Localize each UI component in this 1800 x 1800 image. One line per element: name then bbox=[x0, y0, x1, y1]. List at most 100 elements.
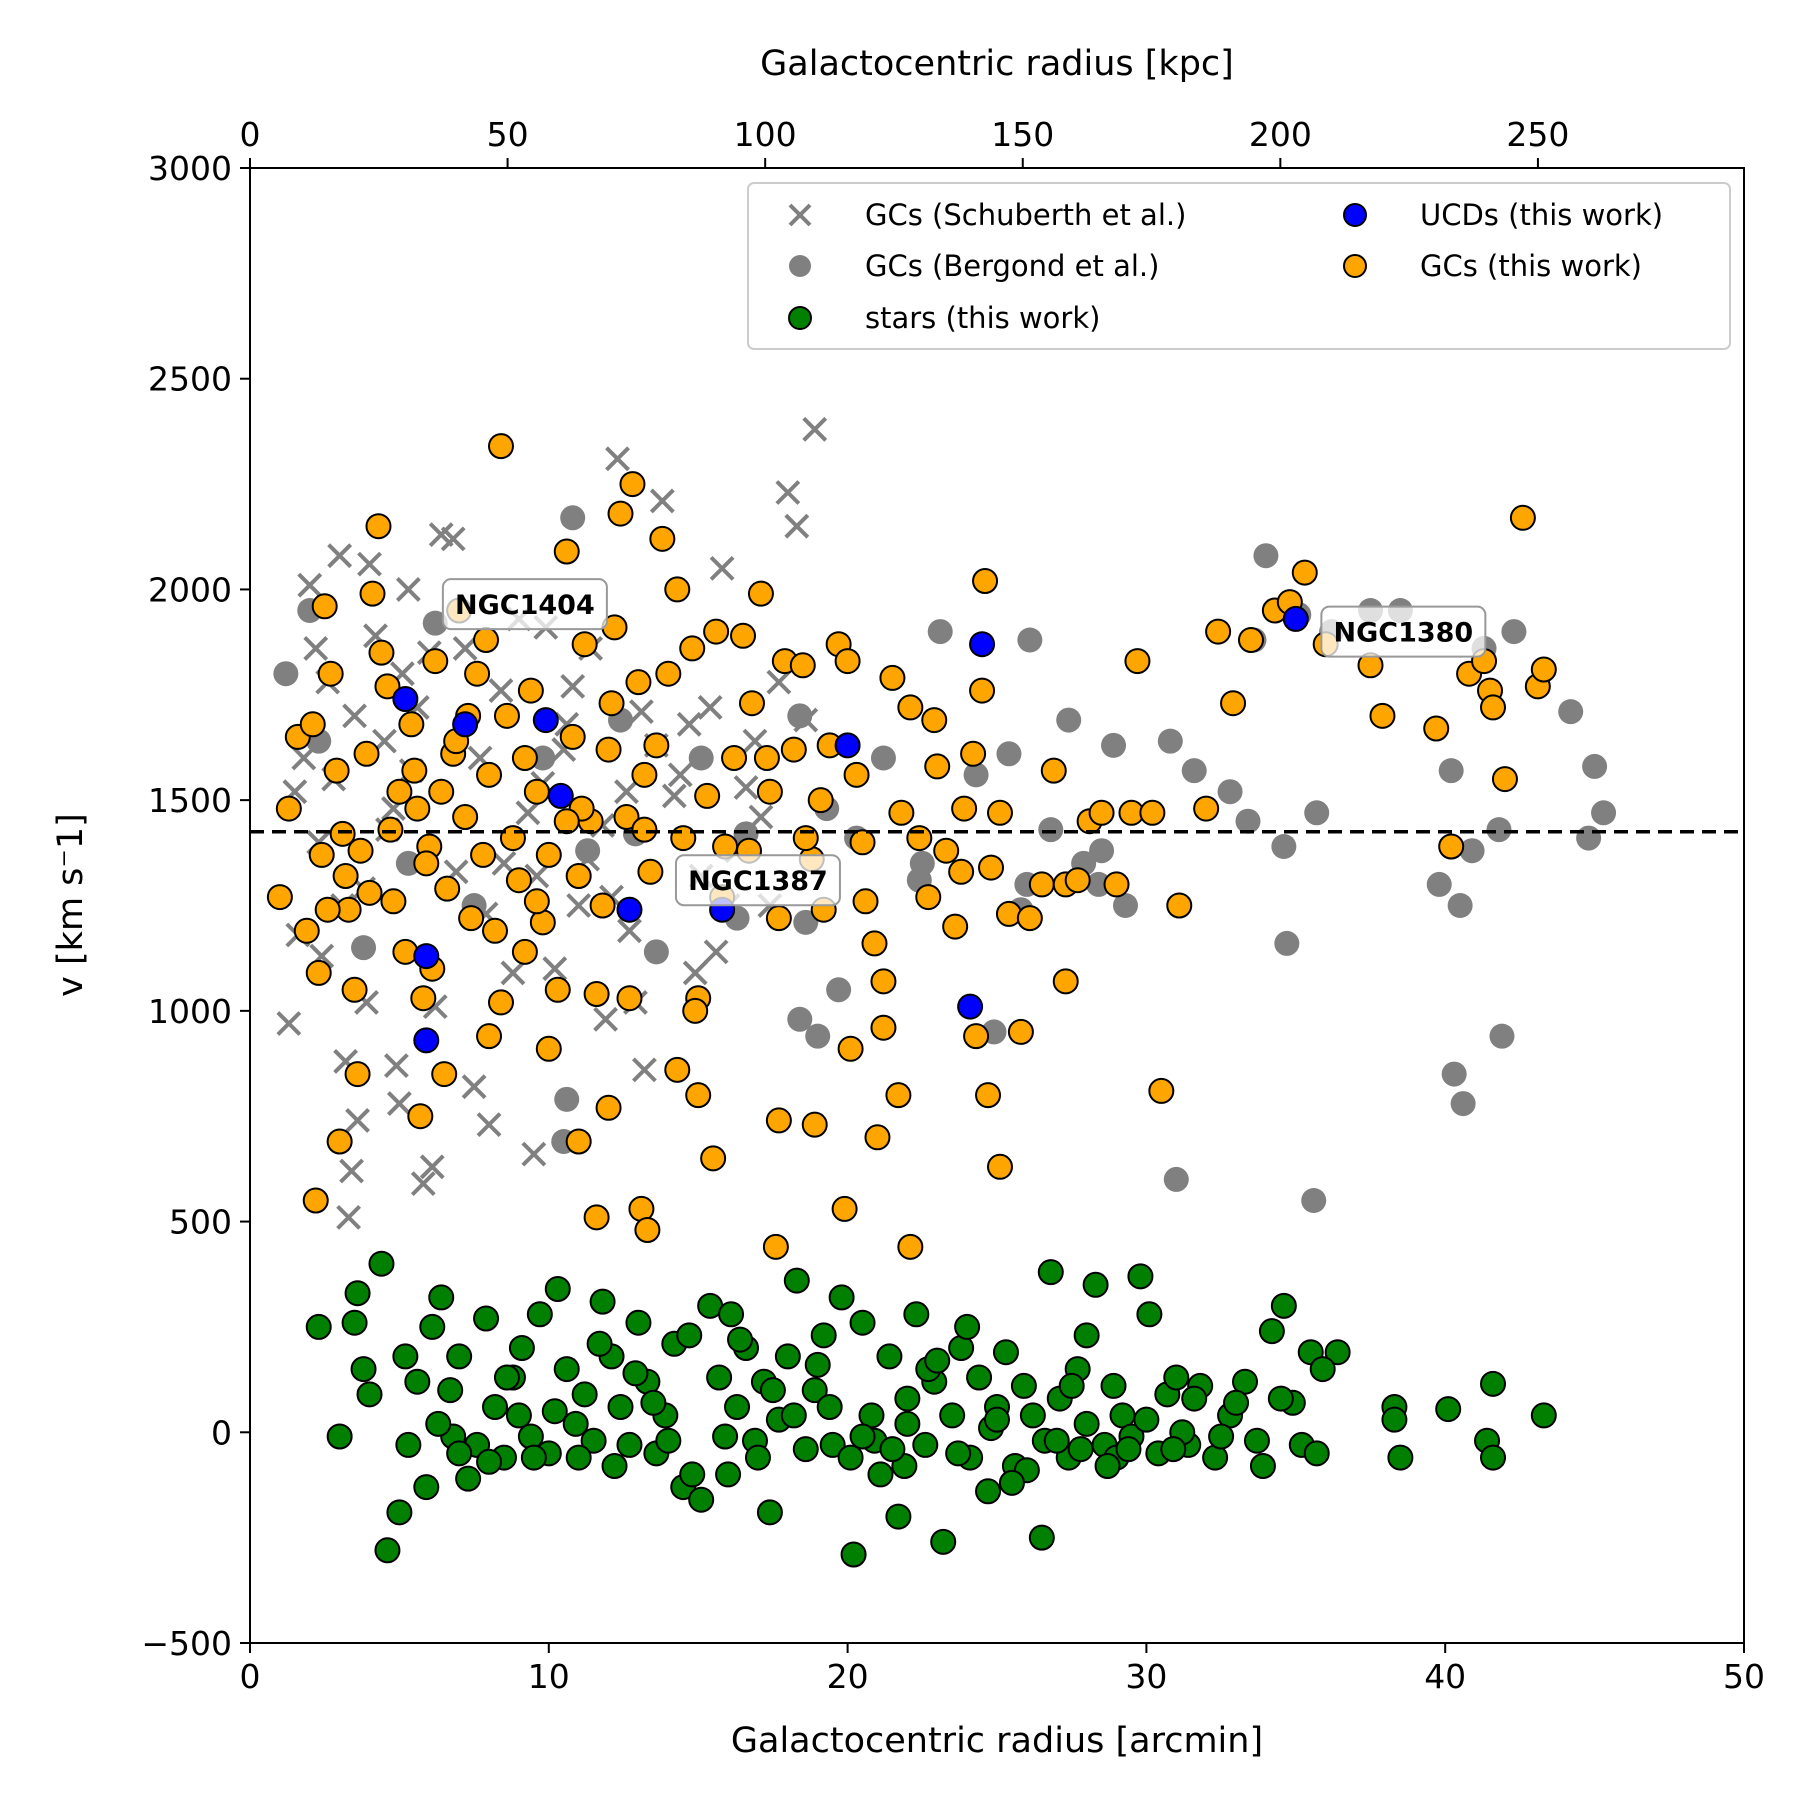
star-point bbox=[446, 1440, 473, 1467]
galaxy-label-text: NGC1404 bbox=[455, 590, 595, 621]
bergond-gc-point bbox=[422, 610, 448, 636]
schuberth-gc-point bbox=[500, 960, 526, 986]
schuberth-gc-point bbox=[766, 669, 792, 695]
gc-point bbox=[801, 1111, 828, 1138]
bergond-gc-point bbox=[1438, 758, 1464, 784]
gc-point bbox=[1103, 871, 1130, 898]
gc-point bbox=[422, 648, 449, 675]
star-point bbox=[744, 1444, 771, 1471]
x2-tick-label: 100 bbox=[734, 115, 797, 154]
bergond-gc-point bbox=[1086, 871, 1112, 897]
gc-point bbox=[1205, 618, 1232, 645]
gc-point bbox=[951, 795, 978, 822]
star-point bbox=[1073, 1322, 1100, 1349]
gc-point bbox=[643, 732, 670, 759]
gc-point bbox=[703, 618, 730, 645]
gc-point bbox=[1124, 648, 1151, 675]
star-point bbox=[1136, 1301, 1163, 1328]
star-point bbox=[350, 1356, 377, 1383]
ucd-point bbox=[1282, 605, 1309, 632]
gc-point bbox=[401, 757, 428, 784]
gc-point bbox=[906, 825, 933, 852]
bergond-gc-point bbox=[1441, 1061, 1467, 1087]
star-point bbox=[945, 1440, 972, 1467]
bergond-gc-point bbox=[963, 762, 989, 788]
gc-point bbox=[266, 884, 293, 911]
gc-point bbox=[299, 711, 326, 738]
gc-point bbox=[921, 707, 948, 734]
ucd-point bbox=[969, 631, 996, 658]
gc-point bbox=[700, 1145, 727, 1172]
gc-point bbox=[861, 930, 888, 957]
star-point bbox=[1073, 1410, 1100, 1437]
star-point bbox=[1037, 1259, 1064, 1286]
gc-point bbox=[765, 905, 792, 932]
star-point bbox=[1028, 1524, 1055, 1551]
star-point bbox=[930, 1528, 957, 1555]
gc-point bbox=[631, 761, 658, 788]
star-point bbox=[724, 1394, 751, 1420]
star-point bbox=[1082, 1271, 1109, 1298]
star-point bbox=[392, 1343, 419, 1370]
bergond-gc-point bbox=[1459, 838, 1485, 864]
x-tick-label: 10 bbox=[528, 1657, 570, 1696]
gc-point bbox=[476, 761, 503, 788]
bergond-gc-point bbox=[1489, 1023, 1515, 1049]
ucd-point bbox=[392, 686, 419, 712]
gc-point bbox=[523, 778, 550, 805]
gc-point bbox=[332, 863, 359, 889]
galaxy-label-box bbox=[1320, 605, 1487, 658]
gc-point bbox=[831, 1195, 858, 1222]
star-point bbox=[386, 1499, 413, 1526]
star-point bbox=[1115, 1436, 1142, 1463]
star-point bbox=[541, 1398, 568, 1425]
gc-point bbox=[616, 985, 643, 1012]
bergond-gc-point bbox=[1056, 707, 1082, 733]
schuberth-gc-point bbox=[476, 1112, 502, 1138]
gc-point bbox=[377, 816, 404, 843]
galaxy-label-text: NGC1387 bbox=[688, 866, 828, 897]
bergond-gc-point bbox=[1486, 817, 1512, 843]
star-point bbox=[894, 1385, 921, 1412]
gc-point bbox=[553, 808, 580, 835]
schuberth-gc-point bbox=[614, 779, 639, 805]
gc-point bbox=[565, 863, 592, 889]
gc-point bbox=[553, 538, 580, 565]
gc-point bbox=[329, 820, 356, 847]
star-point bbox=[1043, 1427, 1070, 1454]
bergond-gc-point bbox=[1501, 619, 1527, 645]
gc-point bbox=[505, 867, 532, 894]
bergond-gc-point bbox=[1157, 728, 1183, 754]
schuberth-gc-point bbox=[542, 956, 568, 982]
galaxy-label-ngc1380: NGC1380 bbox=[1320, 605, 1487, 658]
bergond-gc-point bbox=[1089, 838, 1115, 864]
star-point bbox=[1019, 1402, 1046, 1429]
star-point bbox=[1324, 1339, 1351, 1366]
schuberth-gc-point bbox=[676, 711, 702, 737]
schuberth-gc-point bbox=[593, 1006, 618, 1032]
gc-point bbox=[314, 896, 341, 923]
gc-point bbox=[487, 989, 514, 1016]
gc-point bbox=[1007, 1018, 1034, 1045]
star-point bbox=[840, 1541, 867, 1568]
legend-entry-stars-this-work: stars (this work) bbox=[788, 301, 1100, 335]
bergond-gc-point bbox=[909, 850, 935, 876]
galaxy-label-ngc1387: NGC1387 bbox=[674, 854, 841, 907]
star-point bbox=[954, 1313, 981, 1340]
y-tick-label: 0 bbox=[211, 1413, 232, 1452]
schuberth-gc-point bbox=[419, 1154, 445, 1180]
star-point bbox=[413, 1474, 440, 1501]
gc-point bbox=[365, 513, 392, 540]
star-point bbox=[640, 1389, 667, 1416]
gc-point bbox=[347, 837, 374, 864]
star-point bbox=[473, 1305, 500, 1332]
gc-point bbox=[544, 976, 571, 1003]
gc-point bbox=[843, 761, 870, 788]
gc-point bbox=[410, 985, 437, 1012]
gc-point bbox=[852, 888, 879, 915]
gc-point bbox=[888, 799, 915, 826]
series-stars-this-work bbox=[305, 1250, 1557, 1568]
star-point bbox=[571, 1381, 598, 1408]
legend-label: UCDs (this work) bbox=[1420, 198, 1663, 232]
